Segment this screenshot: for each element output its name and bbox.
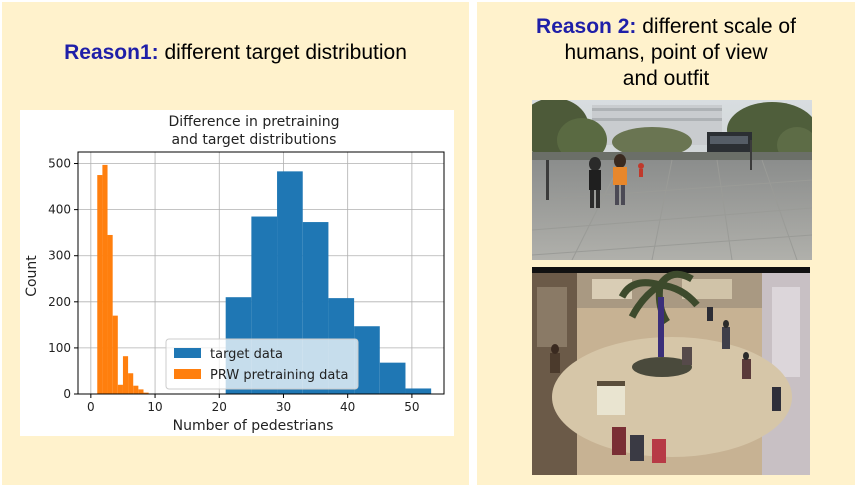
chart-title-line1: Difference in pretraining [168,114,339,130]
prw-bar-3 [112,315,118,394]
target-bar-6 [379,362,406,394]
shopping-mall-photo [532,267,810,475]
prw-bar-8 [138,389,144,394]
y-tick-label-100: 100 [48,341,71,355]
right-heading-line1-text: different scale of [636,15,796,38]
prw-bar-9 [143,392,149,394]
right-heading-line1: Reason 2: different scale of [477,14,855,40]
legend-swatch-1 [174,369,201,379]
target-bar-7 [405,388,432,394]
y-tick-label-400: 400 [48,203,71,217]
right-heading-line2: humans, point of view [564,41,768,64]
prw-bar-2 [107,234,113,394]
chart-title-line2: and target distributions [172,132,337,148]
histogram-chart: Difference in pretraining and target dis… [20,110,454,436]
x-tick-label-10: 10 [147,400,162,414]
prw-bar-0 [97,175,103,394]
y-tick-label-500: 500 [48,157,71,171]
y-tick-label-0: 0 [63,387,71,401]
left-heading-text: different target distribution [158,41,407,64]
histogram-svg: Difference in pretraining and target dis… [20,110,454,436]
legend-swatch-0 [174,348,201,358]
y-tick-label-300: 300 [48,249,71,263]
left-heading: Reason1: different target distribution [2,40,469,66]
x-tick-label-0: 0 [87,400,95,414]
prw-bar-5 [122,356,129,394]
street-scene-photo [532,100,812,260]
x-tick-label-20: 20 [212,400,227,414]
y-tick-label-200: 200 [48,295,71,309]
prw-bar-7 [133,385,139,394]
x-tick-label-50: 50 [404,400,419,414]
chart-legend: target data PRW pretraining data [165,338,359,390]
prw-bar-4 [117,384,123,394]
left-panel: Reason1: different target distribution D… [2,2,469,485]
x-axis-label: Number of pedestrians [173,418,334,434]
y-axis-label: Count [24,255,40,297]
axes [74,151,445,398]
x-tick-label-30: 30 [276,400,291,414]
legend-box [165,338,359,390]
right-heading-emphasis: Reason 2: [536,15,637,38]
left-heading-emphasis: Reason1: [64,41,159,64]
plot-frame [77,151,445,395]
shopping-mall-illustration [532,267,810,475]
right-heading-line3: and outfit [622,67,710,90]
prw-bar-1 [102,164,108,394]
right-heading: Reason 2: different scale of humans, poi… [477,14,855,92]
prw-bar-6 [128,373,134,394]
x-tick-label-40: 40 [340,400,355,414]
legend-label-1: PRW pretraining data [210,368,348,383]
legend-label-0: target data [210,347,283,362]
street-scene-illustration [532,100,812,260]
right-panel: Reason 2: different scale of humans, poi… [477,2,855,485]
